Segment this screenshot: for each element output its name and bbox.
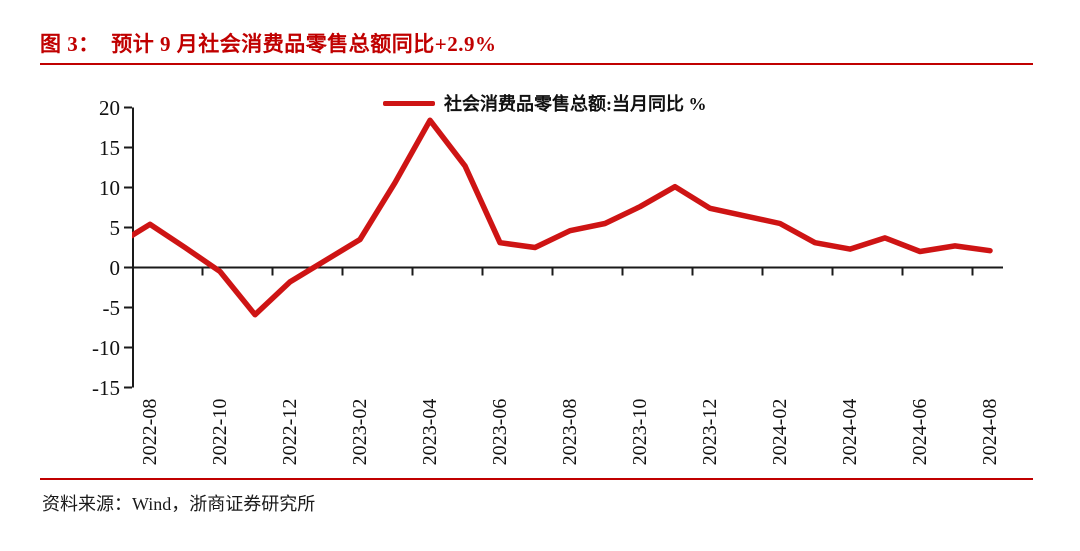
x-axis-tick-label: 2023-12 [699,398,721,466]
x-axis-ticks [201,267,974,276]
x-axis-tick-label: 2024-02 [769,398,791,466]
y-axis-tick-label: 0 [109,255,121,280]
x-axis-tick-label: 2022-12 [279,398,301,466]
x-axis-tick-label: 2022-10 [209,398,231,466]
y-axis-tick-label: 15 [99,135,120,160]
x-axis-tick-label: 2024-08 [979,398,1001,466]
x-axis-tick-label: 2023-04 [419,398,441,466]
x-axis-tick-label: 2023-02 [349,398,371,466]
legend-line-swatch [383,100,435,106]
figure-title: 图 3： 预计 9 月社会消费品零售总额同比+2.9% [40,32,497,56]
source-note: 资料来源：Wind，浙商证券研究所 [42,494,316,514]
x-axis-tick-label: 2024-04 [839,398,861,466]
y-axis-ticks [124,106,132,389]
y-axis-tick-label: -5 [102,295,121,320]
series-line [132,117,993,318]
y-axis-tick-label: -15 [92,375,120,400]
x-axis-tick-label: 2023-10 [629,398,651,466]
y-axis-tick-label: 5 [109,215,121,240]
x-axis-tick-label: 2022-08 [139,398,161,466]
chart-legend: 社会消费品零售总额:当月同比 % [383,90,707,116]
x-axis-tick-label: 2023-08 [559,398,581,466]
chart-plot-area [124,106,1003,389]
footer-divider-rule [40,478,1033,480]
x-axis-tick-label: 2024-06 [909,398,931,466]
y-axis-tick-label: 10 [99,175,120,200]
title-divider-rule [40,63,1033,65]
x-axis-tick-label: 2023-06 [489,398,511,466]
y-axis-tick-label: -10 [92,335,120,360]
legend-label: 社会消费品零售总额:当月同比 % [444,94,707,114]
y-axis-tick-label: 20 [99,95,120,120]
